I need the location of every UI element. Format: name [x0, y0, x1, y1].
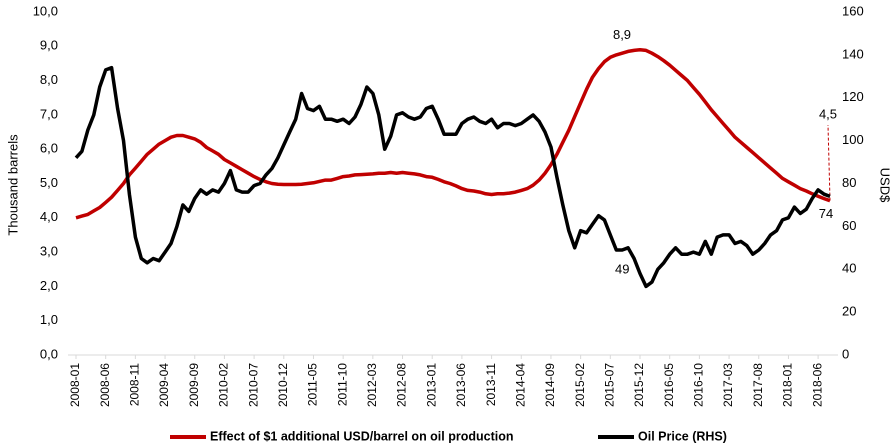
x-tick-label: 2017-03 [721, 363, 735, 407]
y2-tick-label: 140 [842, 46, 864, 61]
x-tick-label: 2012-08 [395, 363, 409, 407]
x-tick-label: 2011-05 [306, 363, 320, 406]
y2-tick-label: 120 [842, 89, 864, 104]
x-tick-label: 2016-05 [662, 363, 676, 407]
y2-tick-label: 160 [842, 3, 864, 18]
x-tick-label: 2011-10 [335, 363, 349, 406]
x-tick-label: 2009-09 [187, 363, 201, 407]
x-tick-label: 2008-01 [68, 363, 82, 407]
data-label: 74 [819, 206, 833, 221]
y2-tick-label: 80 [842, 175, 856, 190]
x-tick-label: 2014-04 [513, 363, 527, 407]
data-label: 49 [615, 261, 629, 276]
y-tick-label: 3,0 [40, 244, 58, 259]
x-tick-label: 2018-01 [781, 363, 795, 407]
y-tick-label: 9,0 [40, 38, 58, 53]
x-tick-label: 2010-02 [217, 363, 231, 407]
y-tick-label: 4,0 [40, 209, 58, 224]
y-axis-title: Thousand barrels [5, 134, 20, 236]
x-tick-label: 2015-12 [632, 363, 646, 407]
x-tick-label: 2012-03 [365, 363, 379, 407]
x-tick-label: 2010-12 [276, 363, 290, 407]
x-tick-label: 2015-07 [603, 363, 617, 407]
y2-tick-label: 0 [842, 346, 849, 361]
y2-tick-label: 100 [842, 132, 864, 147]
y2-axis-title: USD$ [878, 168, 893, 203]
y2-tick-label: 60 [842, 218, 856, 233]
legend-label: Oil Price (RHS) [638, 429, 727, 443]
y-tick-label: 6,0 [40, 141, 58, 156]
x-tick-label: 2010-07 [246, 363, 260, 407]
y2-tick-label: 40 [842, 261, 856, 276]
x-tick-label: 2017-08 [751, 363, 765, 407]
legend-label: Effect of $1 additional USD/barrel on oi… [210, 429, 514, 443]
x-tick-label: 2016-10 [692, 363, 706, 407]
y-tick-label: 7,0 [40, 106, 58, 121]
y2-tick-label: 20 [842, 304, 856, 319]
y-tick-label: 0,0 [40, 346, 58, 361]
y-tick-label: 1,0 [40, 312, 58, 327]
x-tick-label: 2013-06 [454, 363, 468, 407]
leader-line [827, 124, 831, 201]
y-tick-label: 8,0 [40, 72, 58, 87]
series-line [75, 47, 831, 220]
y-tick-label: 10,0 [33, 3, 58, 18]
x-tick-label: 2008-06 [98, 363, 112, 407]
x-tick-label: 2014-09 [543, 363, 557, 407]
x-tick-label: 2013-11 [484, 363, 498, 406]
y-tick-label: 5,0 [40, 175, 58, 190]
x-tick-label: 2018-06 [810, 363, 824, 407]
x-tick-label: 2008-11 [128, 363, 142, 406]
data-label: 8,9 [613, 27, 631, 42]
x-tick-label: 2013-01 [424, 363, 438, 407]
y-tick-label: 2,0 [40, 278, 58, 293]
data-label: 4,5 [819, 106, 837, 121]
x-tick-label: 2009-04 [157, 363, 171, 407]
x-tick-label: 2015-02 [573, 363, 587, 407]
series-line [74, 65, 831, 289]
